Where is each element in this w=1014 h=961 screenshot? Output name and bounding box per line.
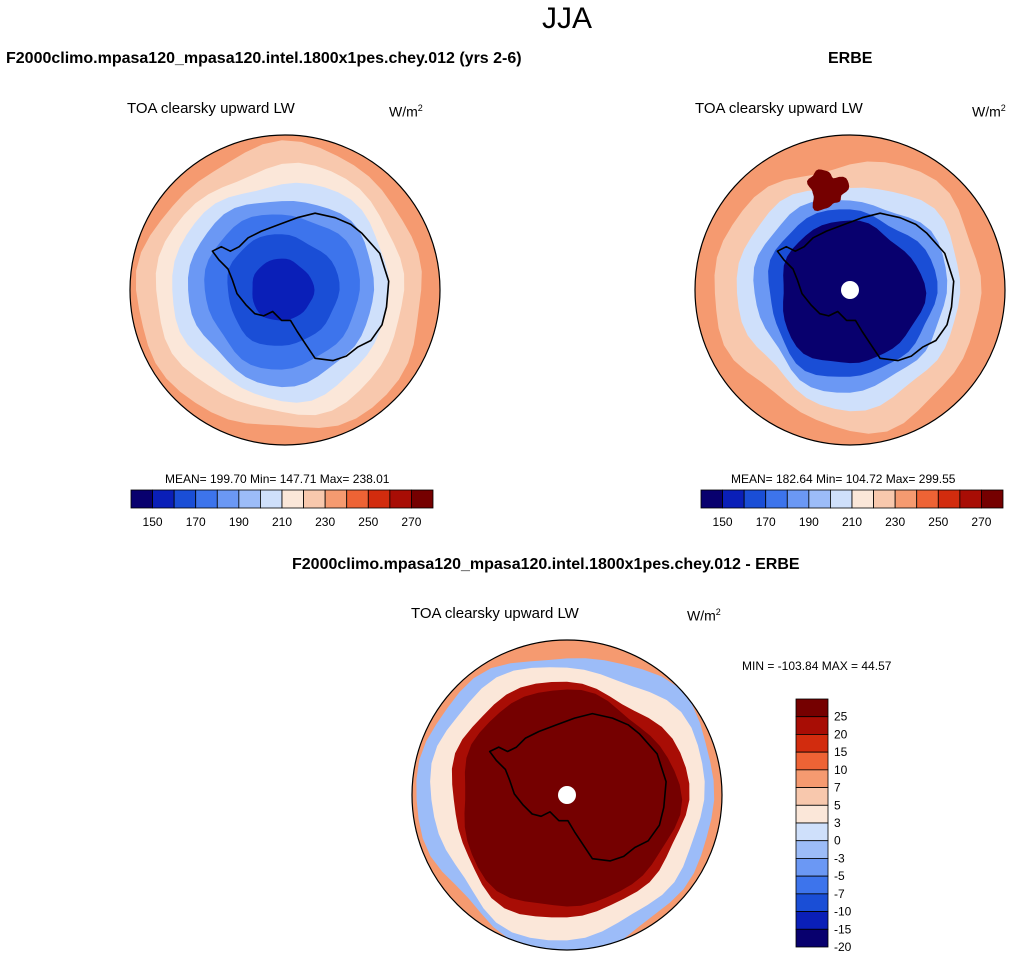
colorbar-swatch [152,489,175,509]
figure-title: JJA [541,2,592,35]
map-border [129,134,441,446]
map-border [694,134,1006,446]
colorbar-swatch [851,489,874,509]
colorbar-tick-label: 20 [834,727,848,741]
colorbar-tick-label: 270 [401,515,421,529]
colorbar-tick-label: -10 [834,905,852,919]
colorbar-tick-label: 7 [834,781,841,795]
colorbar-swatch [795,751,829,771]
missing-pole-mask [558,786,576,804]
colorbar-swatch [795,893,829,912]
colorbar-tick-label: -3 [834,851,845,865]
map-zone [252,258,315,321]
missing-pole-mask [841,281,859,299]
colorbar-swatch [795,769,829,788]
colorbar-tick-label: 5 [834,798,841,812]
colorbar-tick-label: 3 [834,816,841,830]
colorbar-swatch [238,489,261,509]
colorbar-swatch [795,716,829,735]
colorbar-swatch [722,489,745,509]
colorbar-swatch [894,489,918,509]
colorbar-swatch [786,489,810,509]
colorbar-swatch [346,489,369,509]
colorbar-swatch [959,489,982,509]
colorbar-tick-label: 25 [834,710,848,724]
obs-panel-title: ERBE [828,50,873,67]
obs-polar-map [694,134,1006,446]
colorbar-tick-label: -20 [834,940,852,953]
colorbar-swatch [795,840,829,859]
diff-panel-title: F2000climo.mpasa120_mpasa120.intel.1800x… [292,556,800,573]
model-panel-title: F2000climo.mpasa120_mpasa120.intel.1800x… [6,50,522,67]
diff-variable-label: TOA clearsky upward LW [411,605,579,622]
colorbar-tick-label: 230 [315,515,335,529]
antarctica-coastline [211,212,390,362]
colorbar-tick-label: -15 [834,922,852,936]
colorbar-swatch [195,489,218,509]
colorbar-swatch [303,489,326,509]
diff-polar-map [411,639,723,951]
colorbar-swatch [795,911,829,930]
colorbar-swatch [808,489,831,509]
colorbar-swatch [873,489,896,509]
colorbar-swatch [795,928,829,948]
model-colorbar: 150170190210230250270290 [130,489,445,529]
colorbar-tick-label: 210 [842,515,862,529]
colorbar-tick-label: -7 [834,887,845,901]
colorbar-swatch [324,489,348,509]
colorbar-swatch [795,698,829,718]
antarctica-coastline [488,712,667,862]
colorbar-tick-label: 250 [358,515,378,529]
colorbar-swatch [795,734,829,753]
colorbar-tick-label: -5 [834,869,845,883]
diff-units: W/m2 [687,607,721,624]
colorbar-tick-label: 190 [229,515,249,529]
colorbar-swatch [981,489,1004,509]
colorbar-swatch [743,489,767,509]
colorbar-swatch [389,489,412,509]
colorbar-swatch [795,858,829,877]
colorbar-tick-label: 250 [928,515,948,529]
antarctica-coastline [776,212,955,362]
model-stats: MEAN= 199.70 Min= 147.71 Max= 238.01 [165,472,390,486]
map-zone [807,169,850,212]
colorbar-swatch [765,489,788,509]
colorbar-swatch [411,489,434,509]
colorbar-swatch [700,489,723,509]
colorbar-swatch [216,489,240,509]
model-polar-map [129,134,441,446]
obs-units: W/m2 [972,103,1006,120]
colorbar-tick-label: 210 [272,515,292,529]
colorbar-swatch [830,489,853,509]
map-border [411,639,723,951]
colorbar-swatch [937,489,961,509]
colorbar-swatch [281,489,304,509]
colorbar-swatch [173,489,197,509]
colorbar-swatch [795,804,829,824]
colorbar-tick-label: 150 [713,515,733,529]
colorbar-swatch [795,787,829,806]
colorbar-swatch [795,822,829,842]
colorbar-tick-label: 170 [186,515,206,529]
colorbar-tick-label: 170 [756,515,776,529]
colorbar-swatch [130,489,153,509]
colorbar-swatch [260,489,283,509]
colorbar-swatch [367,489,391,509]
colorbar-tick-label: 15 [834,745,848,759]
colorbar-tick-label: 270 [971,515,991,529]
obs-stats: MEAN= 182.64 Min= 104.72 Max= 299.55 [731,472,956,486]
model-units: W/m2 [389,103,423,120]
colorbar-swatch [916,489,939,509]
colorbar-tick-label: 0 [834,834,841,848]
colorbar-tick-label: 10 [834,763,848,777]
diff-stats: MIN = -103.84 MAX = 44.57 [742,659,892,673]
obs-variable-label: TOA clearsky upward LW [695,100,863,117]
colorbar-tick-label: 150 [143,515,163,529]
obs-colorbar: 150170190210230250270290 [700,489,1004,529]
model-variable-label: TOA clearsky upward LW [127,100,295,117]
colorbar-tick-label: 190 [799,515,819,529]
colorbar-tick-label: 230 [885,515,905,529]
colorbar-swatch [795,875,829,895]
